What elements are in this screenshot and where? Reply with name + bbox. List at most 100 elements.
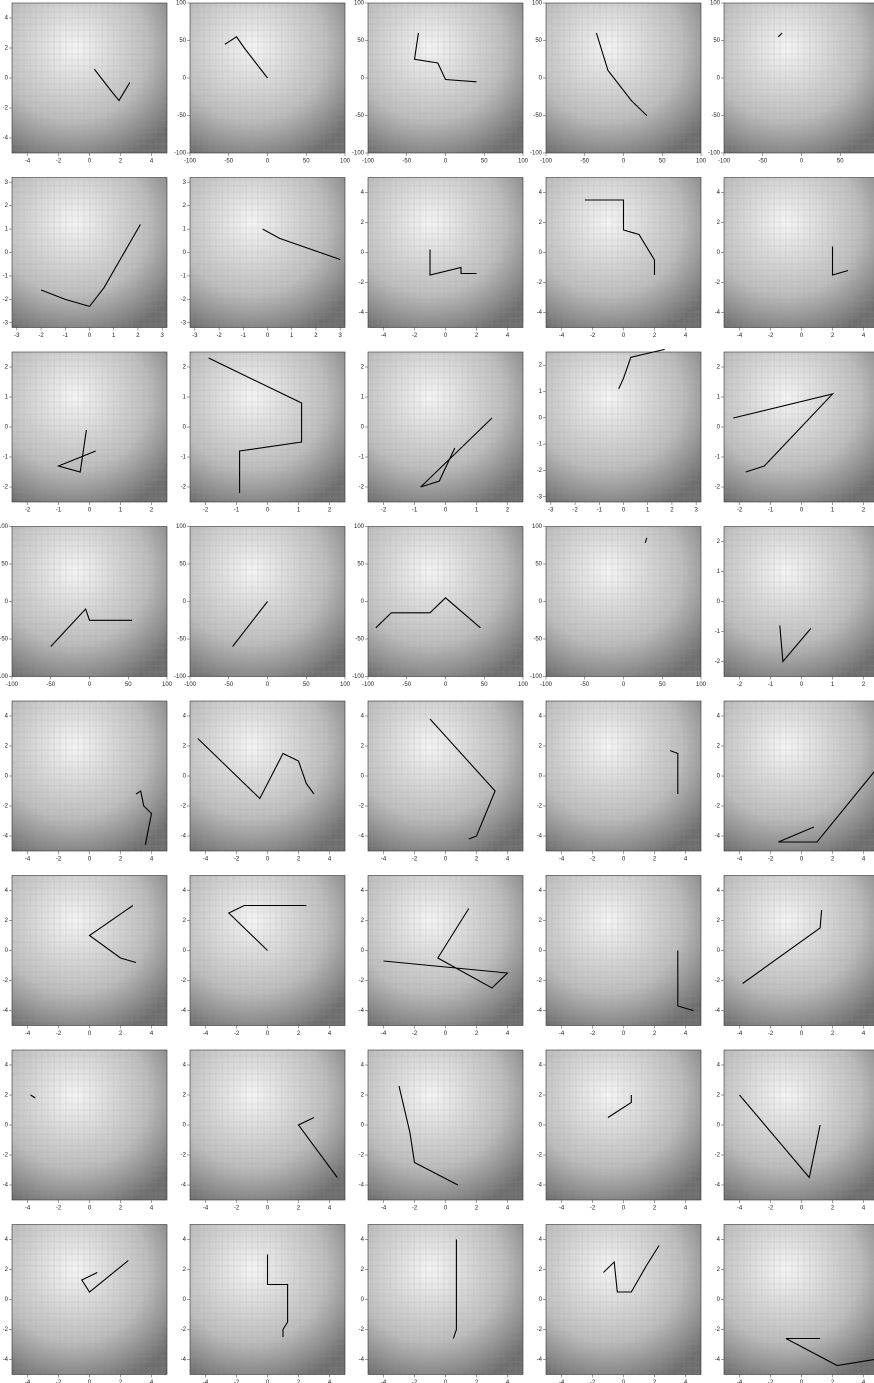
y-tick-label: -4 [359,1183,365,1189]
y-tick-label: -100 [174,151,187,157]
x-tick-label: -4 [203,1031,209,1037]
trajectory [262,228,341,261]
y-tick-label: 0 [361,774,365,780]
x-tick-label: -2 [768,1031,774,1037]
x-tick-label: 4 [684,857,688,863]
x-tick-label: 0 [266,159,270,165]
y-tick-label: 100 [0,524,9,530]
x-tick-label: 3 [338,333,342,339]
panel-texture [368,875,523,1026]
y-tick-label: 2 [539,220,543,226]
trajectory [81,1260,129,1293]
x-tick-label: -4 [737,1206,743,1212]
y-tick-label: 100 [354,524,365,530]
trajectory [50,607,133,647]
trajectory [452,1239,457,1339]
x-tick-label: 0 [622,857,626,863]
y-tick-label: -4 [181,1357,187,1363]
panel-texture [368,1050,523,1200]
y-tick-label: 4 [183,1237,187,1243]
panel: -4 -2 0 2 4 -4 -2 0 2 4 [537,177,702,339]
x-tick-label: 4 [328,1031,332,1037]
panel-texture [368,526,523,677]
x-tick-label: 2 [670,508,674,514]
panel: -4 -2 0 2 4 -4 -2 0 2 4 [181,875,346,1037]
trajectory [93,68,131,102]
x-tick-label: -2 [56,857,62,863]
x-tick-label: 0 [444,682,448,688]
y-tick-label: -100 [0,674,9,680]
trajectory [383,908,509,989]
trajectory [669,749,679,794]
x-tick-label: -100 [362,682,375,688]
x-tick-label: 0 [622,1031,626,1037]
x-tick-label: 0 [800,1031,804,1037]
x-tick-label: -4 [203,857,209,863]
x-tick-label: -2 [234,1206,240,1212]
y-tick-label: 4 [539,888,543,894]
x-tick-label: -2 [412,1206,418,1212]
y-tick-label: 2 [5,1267,9,1273]
x-tick-label: 1 [297,508,301,514]
panel: -4 -2 0 2 4 -4 -2 0 2 4 [359,177,524,339]
x-tick-label: 4 [862,1380,866,1383]
x-tick-label: -1 [597,508,603,514]
x-tick-label: 0 [266,682,270,688]
y-tick-label: -1 [715,629,721,635]
x-tick-label: 2 [150,508,154,514]
trajectory [733,393,835,473]
x-tick-label: 2 [831,1206,835,1212]
x-tick-label: 0 [622,1380,626,1383]
trajectory [420,417,493,488]
trajectory [779,625,812,663]
y-tick-label: 2 [5,203,9,209]
x-tick-label: -4 [25,1031,31,1037]
y-tick-label: 2 [361,1093,365,1099]
x-tick-label: -4 [559,333,565,339]
panel-texture [368,352,523,502]
trajectory [607,1095,632,1118]
y-tick-label: 2 [361,918,365,924]
y-tick-label: 1 [5,395,9,401]
panel-texture [12,701,167,851]
y-tick-label: -4 [359,1357,365,1363]
panel-texture [546,1224,701,1375]
panel-texture [190,1224,345,1375]
x-tick-label: 2 [119,1031,123,1037]
x-tick-label: 0 [800,508,804,514]
panel-texture [12,177,167,328]
y-tick-label: -1 [3,455,9,461]
panel: -4 -2 0 2 4 -4 -2 0 2 4 [359,1224,524,1383]
y-tick-label: -50 [177,637,186,643]
x-tick-label: -4 [381,1380,387,1383]
y-tick-label: -4 [715,1008,721,1014]
panel-texture [724,526,874,677]
panel: -4 -2 0 2 4 -4 -2 0 2 4 [715,875,874,1037]
x-tick-label: -2 [56,159,62,165]
panel: -4 -2 0 2 4 -4 -2 0 2 4 [3,2,168,165]
y-tick-label: 50 [1,562,8,568]
trajectory [224,36,268,79]
y-tick-label: -2 [537,280,543,286]
x-tick-label: 0 [88,1031,92,1037]
x-tick-label: -2 [768,1206,774,1212]
y-tick-label: 2 [539,363,543,369]
panel: -2 -1 0 1 2 -2 -1 0 1 2 [715,351,874,514]
y-tick-label: 50 [535,38,542,44]
trajectory [603,1245,660,1293]
y-tick-label: -1 [3,274,9,280]
x-tick-label: 100 [696,682,707,688]
y-tick-label: -2 [3,297,9,303]
trajectory [831,246,849,276]
y-tick-label: 2 [5,918,9,924]
y-tick-label: 2 [183,918,187,924]
panel: -4 -2 0 2 4 -4 -2 0 2 4 [537,700,702,863]
trajectory [40,224,141,308]
y-tick-label: 0 [361,948,365,954]
panel-texture [190,352,345,502]
y-tick-label: 0 [717,599,721,605]
y-tick-label: -100 [352,674,365,680]
y-tick-label: 2 [539,744,543,750]
x-tick-label: 0 [88,159,92,165]
y-tick-label: 4 [5,1237,9,1243]
